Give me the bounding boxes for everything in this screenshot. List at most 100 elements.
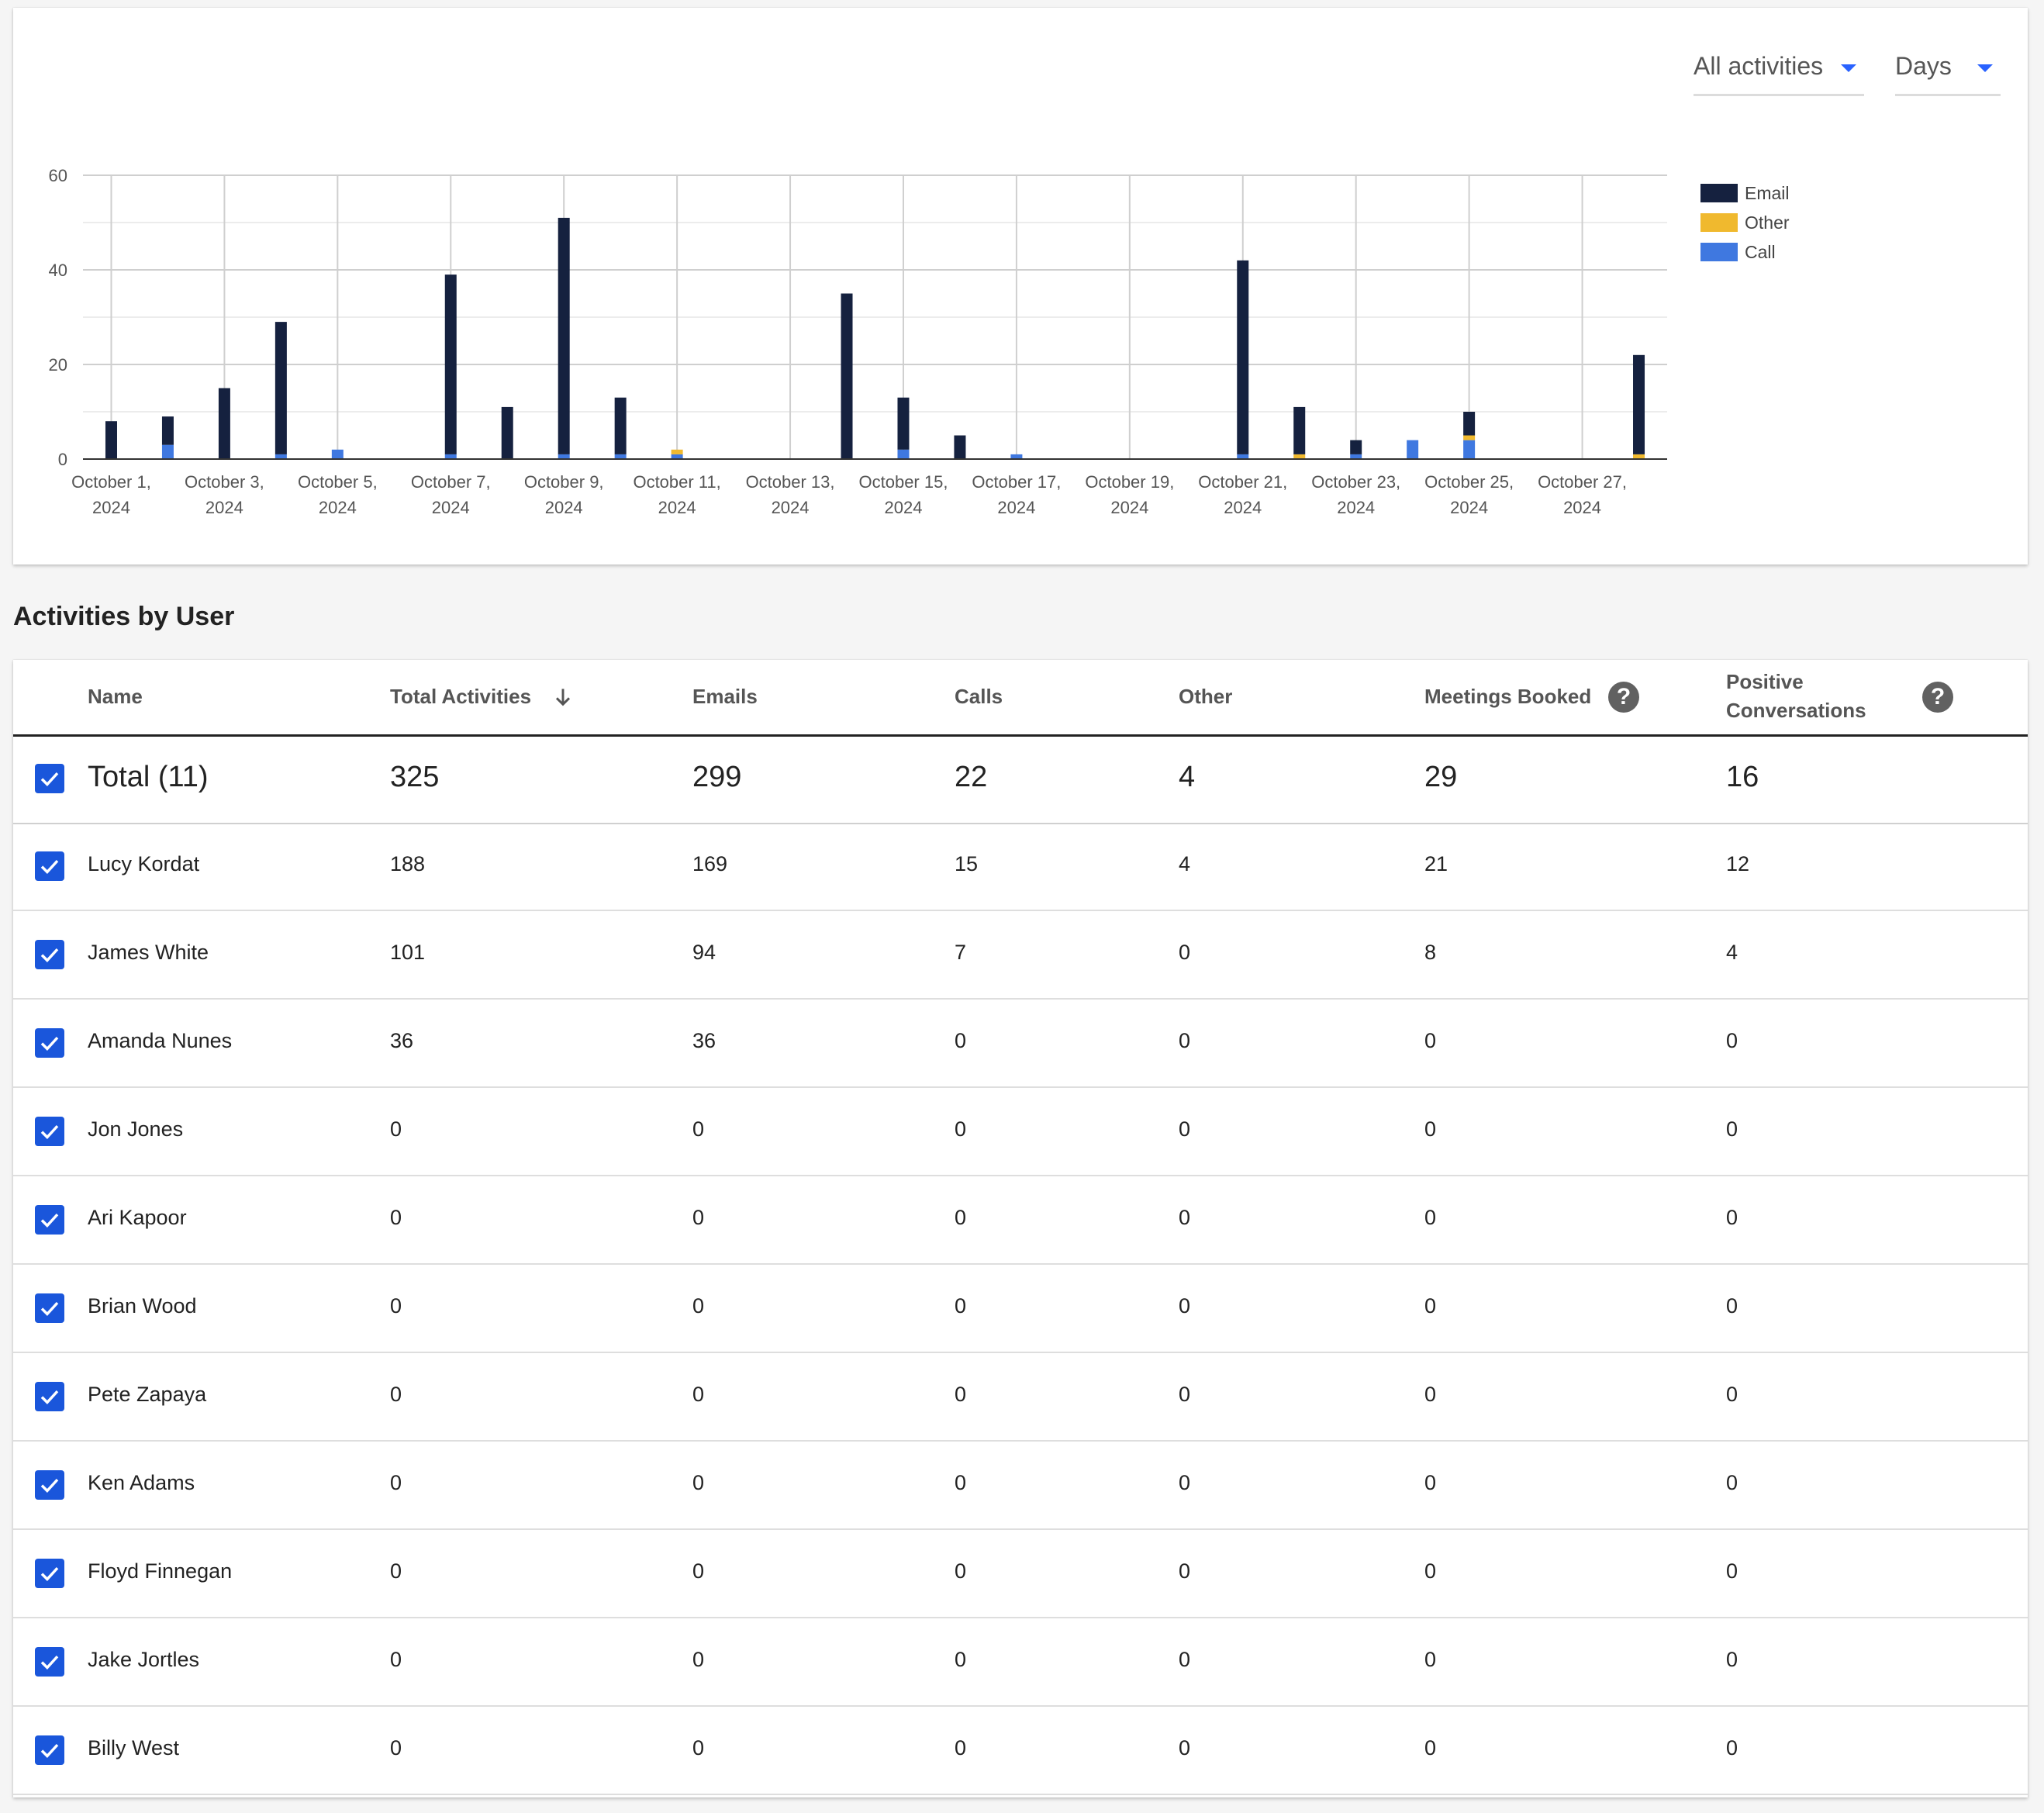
x-tick-label-year: 2024 [205, 498, 243, 517]
row-checkbox[interactable] [35, 1028, 64, 1058]
positive-conversations: 0 [1726, 1559, 1738, 1583]
bar-segment-call [161, 444, 174, 459]
sort-arrow-down-icon[interactable] [551, 685, 575, 710]
caret-down-icon [1841, 64, 1856, 72]
total-name: Total (11) [88, 761, 209, 793]
period-dropdown[interactable]: Days [1895, 43, 2001, 96]
period-dropdown-label: Days [1895, 52, 1952, 80]
activity-type-dropdown[interactable]: All activities [1694, 43, 1864, 96]
total-row: Total (11) 325 299 22 4 29 16 [13, 734, 2028, 824]
positive-conversations: 0 [1726, 1206, 1738, 1229]
row-checkbox[interactable] [35, 1559, 64, 1588]
checkmark-icon [40, 1390, 59, 1405]
meetings-booked: 0 [1424, 1559, 1437, 1583]
x-tick-label: October 25, [1424, 472, 1514, 492]
positive-conversations: 0 [1726, 1117, 1738, 1141]
bar-segment-email [1293, 406, 1306, 454]
total-activities: 36 [390, 1029, 414, 1052]
row-checkbox[interactable] [35, 1293, 64, 1323]
user-name: Lucy Kordat [88, 852, 200, 875]
row-checkbox[interactable] [35, 940, 64, 969]
meetings-booked: 0 [1424, 1383, 1437, 1406]
table-row: Lucy Kordat 188 169 15 4 21 12 [13, 823, 2028, 911]
row-checkbox[interactable] [35, 1117, 64, 1146]
other: 0 [1179, 1648, 1191, 1671]
positive-conversations: 0 [1726, 1383, 1738, 1406]
positive-conversations: 0 [1726, 1294, 1738, 1317]
x-tick-label: October 17, [972, 472, 1061, 492]
bar-segment-email [1350, 440, 1362, 454]
column-header-positive-conversations[interactable]: Positive Conversations [1726, 670, 1866, 722]
y-tick-label: 0 [58, 450, 67, 469]
total-emails: 299 [692, 761, 742, 793]
x-tick-label: October 3, [185, 472, 264, 492]
caret-down-icon [1977, 64, 1993, 72]
x-tick-label-year: 2024 [1224, 498, 1262, 517]
bar-segment-call [331, 449, 344, 459]
calls: 0 [955, 1029, 967, 1052]
legend-swatch-other [1700, 213, 1738, 232]
meetings-booked: 0 [1424, 1029, 1437, 1052]
calls: 15 [955, 852, 979, 875]
bar-segment-call [1010, 454, 1023, 459]
column-header-emails[interactable]: Emails [692, 685, 758, 708]
row-checkbox[interactable] [35, 1382, 64, 1411]
x-tick-label-year: 2024 [1450, 498, 1488, 517]
checkmark-icon [40, 1301, 59, 1317]
total-activities: 325 [390, 761, 440, 793]
x-tick-label: October 11, [633, 472, 720, 492]
emails: 0 [692, 1206, 705, 1229]
column-header-calls[interactable]: Calls [955, 685, 1003, 708]
user-name: James White [88, 941, 209, 964]
bar-segment-call [558, 454, 570, 459]
bar-segment-call [1237, 454, 1249, 459]
checkmark-icon [40, 948, 59, 963]
column-header-meetings-booked[interactable]: Meetings Booked [1424, 685, 1592, 708]
x-tick-label: October 5, [298, 472, 378, 492]
calls: 0 [955, 1383, 967, 1406]
x-tick-label: October 1, [71, 472, 151, 492]
user-name: Ari Kapoor [88, 1206, 187, 1229]
other: 0 [1179, 1383, 1191, 1406]
total-activities: 0 [390, 1383, 402, 1406]
total-positive-conversations: 16 [1726, 761, 1759, 793]
emails: 0 [692, 1559, 705, 1583]
x-tick-label-year: 2024 [885, 498, 923, 517]
bar-segment-email [1633, 354, 1645, 454]
help-icon[interactable]: ? [1922, 682, 1953, 713]
x-tick-label: October 27, [1538, 472, 1627, 492]
meetings-booked: 8 [1424, 941, 1437, 964]
bar-segment-email [558, 217, 570, 454]
other: 0 [1179, 1559, 1191, 1583]
bar-segment-call [897, 449, 910, 459]
table-header-row: Name Total Activities Emails Calls Other… [13, 660, 2028, 737]
row-checkbox[interactable] [35, 1647, 64, 1677]
row-checkbox[interactable] [35, 851, 64, 881]
total-row-checkbox[interactable] [35, 764, 64, 793]
bar-segment-other [1293, 454, 1306, 459]
bar-segment-email [897, 397, 910, 450]
total-meetings-booked: 29 [1424, 761, 1458, 793]
row-checkbox[interactable] [35, 1470, 64, 1500]
bar-segment-call [274, 454, 287, 459]
calls: 0 [955, 1117, 967, 1141]
row-checkbox[interactable] [35, 1205, 64, 1235]
x-tick-label-year: 2024 [432, 498, 470, 517]
total-activities: 0 [390, 1559, 402, 1583]
positive-conversations: 0 [1726, 1648, 1738, 1671]
column-header-total-activities[interactable]: Total Activities [390, 685, 532, 708]
help-icon[interactable]: ? [1608, 682, 1639, 713]
bar-segment-email [274, 322, 287, 454]
other: 0 [1179, 1294, 1191, 1317]
section-title: Activities by User [13, 602, 235, 631]
meetings-booked: 0 [1424, 1294, 1437, 1317]
x-tick-label: October 23, [1311, 472, 1400, 492]
x-tick-label-year: 2024 [545, 498, 583, 517]
x-tick-label: October 13, [746, 472, 835, 492]
positive-conversations: 12 [1726, 852, 1750, 875]
column-header-other[interactable]: Other [1179, 685, 1233, 708]
meetings-booked: 21 [1424, 852, 1448, 875]
calls: 7 [955, 941, 967, 964]
row-checkbox[interactable] [35, 1735, 64, 1765]
column-header-name[interactable]: Name [88, 685, 143, 708]
